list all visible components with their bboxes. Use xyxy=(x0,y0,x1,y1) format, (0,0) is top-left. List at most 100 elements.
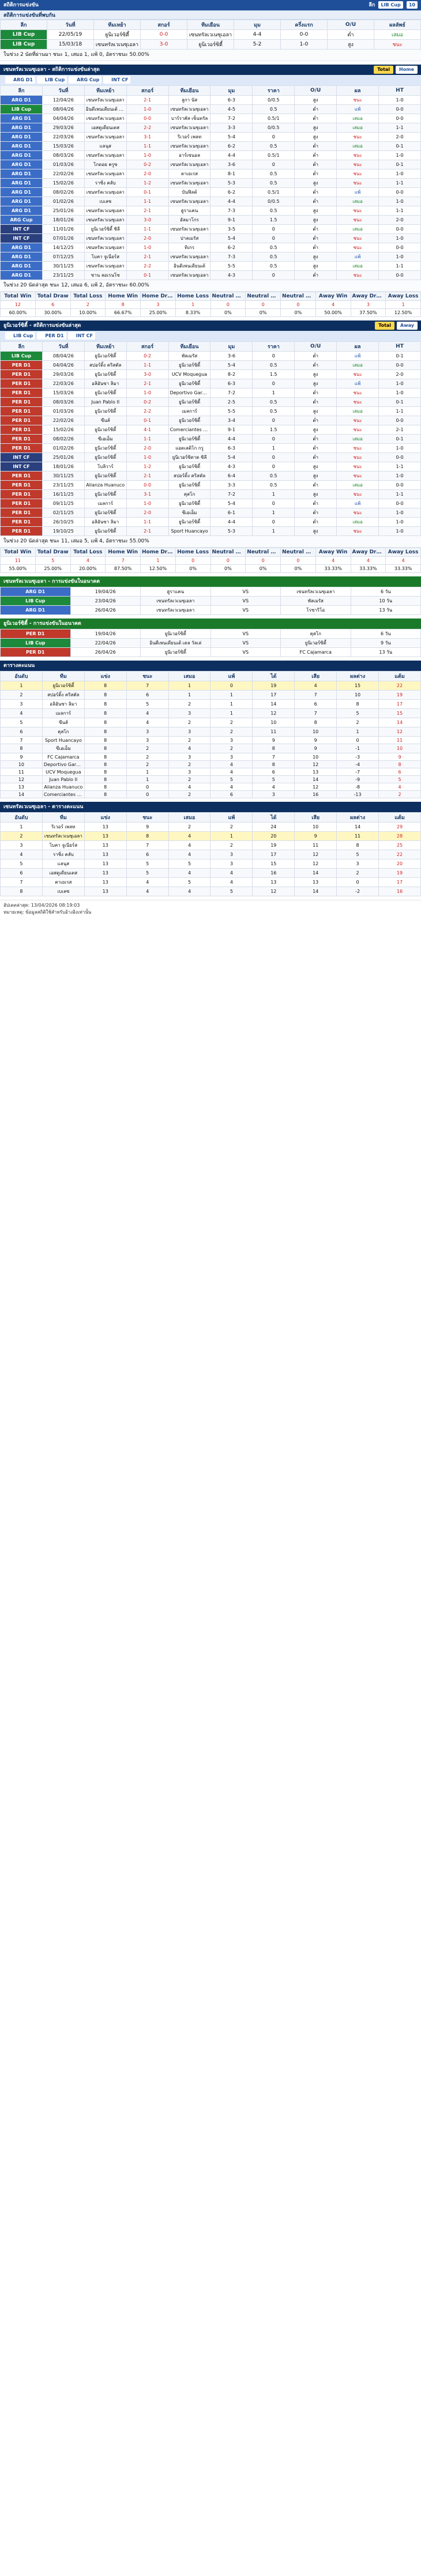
home-team[interactable]: เซนทรัลเวเนซุเอลา xyxy=(84,261,127,271)
home-team[interactable]: เซนทรัลเวเนซุเอลา xyxy=(84,233,127,243)
team-name[interactable]: คุสโก xyxy=(42,727,85,737)
away-team[interactable]: ฮูราแคน xyxy=(168,206,211,216)
home-team[interactable]: ยูนิเวอร์ซิตี้ ชิลี xyxy=(84,224,127,234)
home-team[interactable]: เซนทรัลเวเนซุเอลา xyxy=(84,95,127,105)
score[interactable]: 4-1 xyxy=(126,425,169,435)
score[interactable]: 0-0 xyxy=(140,29,187,40)
home-team[interactable]: ซาน ลอเรนโซ xyxy=(84,270,127,280)
home-team[interactable]: ยูนิเวอร์ซิตี้ xyxy=(84,388,127,398)
score[interactable]: 1-1 xyxy=(126,517,169,527)
home-filter-arg-d1[interactable]: ARG D1 xyxy=(5,76,35,84)
away-team[interactable]: เซนทรัลเวเนซุเอลา xyxy=(168,141,211,151)
away-team[interactable]: Comerciantes Unidos xyxy=(168,425,211,435)
away-team[interactable]: พัลเมรัส xyxy=(280,596,351,606)
away-team[interactable]: เซนทรัลเวเนซุเอลา xyxy=(168,224,211,234)
tab-total-away[interactable]: Total xyxy=(375,322,395,330)
team-name[interactable]: เมลการ์ xyxy=(42,708,85,718)
home-team[interactable]: เซนทรัลเวเนซุเอลา xyxy=(84,169,127,179)
away-team[interactable]: ตาเยเรส xyxy=(168,169,211,179)
away-team[interactable]: อินดิเพนเดียนเต้ xyxy=(168,261,211,271)
away-team[interactable]: Deportivo Garcilaso xyxy=(168,388,211,398)
away-team[interactable]: คุสโก xyxy=(168,489,211,499)
home-team[interactable]: ยูนิเวอร์ซิตี้ xyxy=(140,647,211,657)
home-team[interactable]: ยูนิเวอร์ซิตี้ xyxy=(84,351,127,361)
away-team[interactable]: คุสโก xyxy=(280,629,351,639)
score[interactable]: 1-1 xyxy=(126,224,169,234)
away-team[interactable]: ยูนิเวอร์ซิตี้ xyxy=(187,39,234,50)
home-team[interactable]: เมลการ์ xyxy=(84,499,127,508)
home-team[interactable]: Alianza Huanuco xyxy=(84,480,127,490)
away-team[interactable]: เซนทรัลเวเนซุเอลา xyxy=(168,252,211,262)
home-team[interactable]: อินดีเพนเดียนเต้ เดล วัลเล่ xyxy=(84,104,127,114)
away-team[interactable]: ยูนิเวอร์ซิตี้ xyxy=(168,360,211,370)
away-team[interactable]: ยูนิเวอร์ซิตี้ xyxy=(168,379,211,389)
score[interactable]: 0-2 xyxy=(126,397,169,407)
score[interactable]: 1-0 xyxy=(126,452,169,462)
away-team[interactable]: ยูนิเวอร์ซิตี้ xyxy=(168,397,211,407)
home-team[interactable]: เบเลซ xyxy=(84,197,127,206)
home-team[interactable]: ซีเอเอ็ม xyxy=(84,434,127,444)
home-team[interactable]: เซนทรัลเวเนซุเอลา xyxy=(84,150,127,160)
away-team[interactable]: บาร์ราคัส เซ็นทรัล xyxy=(168,114,211,123)
score[interactable]: 0-2 xyxy=(126,160,169,169)
home-filter-int-cf[interactable]: INT CF xyxy=(103,76,131,84)
score[interactable]: 1-0 xyxy=(126,499,169,508)
team-name[interactable]: ซีเอเอ็ม xyxy=(42,744,85,753)
score[interactable]: 0-1 xyxy=(126,416,169,425)
home-team[interactable]: ยูนิเวอร์ซิตี้ xyxy=(84,425,127,435)
away-team[interactable]: ยูนิเวอร์ซิตี้ xyxy=(280,638,351,648)
score[interactable]: 0-0 xyxy=(126,114,169,123)
score[interactable]: 0-0 xyxy=(126,480,169,490)
score[interactable]: 1-1 xyxy=(126,197,169,206)
home-team[interactable]: ยูนิเวอร์ซิตี้ xyxy=(84,443,127,453)
tab-home[interactable]: Home xyxy=(396,66,418,74)
home-team[interactable]: ยูนิเวอร์ซิตี้ xyxy=(93,29,141,40)
away-team[interactable]: แอตเลติโก กรู xyxy=(168,443,211,453)
team-name[interactable]: Alianza Huanuco xyxy=(42,783,85,791)
away-team[interactable]: เซนทรัลเวเนซุเอลา xyxy=(168,123,211,133)
team-name[interactable]: FC Cajamarca xyxy=(42,753,85,761)
score[interactable]: 2-0 xyxy=(126,508,169,518)
team-name[interactable]: เบเลซ xyxy=(42,887,85,896)
team-name[interactable]: Comerciantes Unidos xyxy=(42,790,85,798)
team-name[interactable]: ซีนส์ xyxy=(42,718,85,727)
score[interactable]: 2-1 xyxy=(126,471,169,481)
score[interactable]: 0-2 xyxy=(126,351,169,361)
home-team[interactable]: ยูนิเวอร์ซิตี้ xyxy=(140,629,211,639)
score[interactable]: 2-1 xyxy=(126,95,169,105)
home-team[interactable]: ยูนิเวอร์ซิตี้ xyxy=(84,489,127,499)
team-name[interactable]: Deportivo Garcilaso xyxy=(42,760,85,768)
home-filter-arg-cup[interactable]: ARG Cup xyxy=(69,76,102,84)
score[interactable]: 3-1 xyxy=(126,132,169,142)
home-team[interactable]: เซนทรัลเวเนซุเอลา xyxy=(84,206,127,216)
home-team[interactable]: เซนทรัลเวเนซุเอลา xyxy=(140,605,211,615)
home-team[interactable]: เซนทรัลเวเนซุเอลา xyxy=(93,39,141,50)
away-team[interactable]: UCV Moquegua xyxy=(168,369,211,379)
score[interactable]: 2-1 xyxy=(126,526,169,536)
home-filter-lib-cup[interactable]: LIB Cup xyxy=(36,76,67,84)
home-team[interactable]: อลิอันซา ลิมา xyxy=(84,517,127,527)
away-team[interactable]: FC Cajamarca xyxy=(280,647,351,657)
away-team[interactable]: ยูนิเวอร์ซิตี้ xyxy=(168,499,211,508)
away-team[interactable]: เซนทรัลเวเนซุเอลา xyxy=(168,197,211,206)
away-team[interactable]: พัลเมรัส xyxy=(168,351,211,361)
score[interactable]: 2-0 xyxy=(126,233,169,243)
score[interactable]: 2-1 xyxy=(126,252,169,262)
away-team[interactable]: เซนทรัลเวเนซุเอลา xyxy=(187,29,234,40)
tab-total[interactable]: Total xyxy=(374,66,394,74)
away-team[interactable]: ริเวอร์ เพลท xyxy=(168,132,211,142)
away-team[interactable]: เซนทรัลเวเนซุเอลา xyxy=(280,587,351,597)
away-team[interactable]: สปอร์ติ้ง คริสตัล xyxy=(168,471,211,481)
score[interactable]: 2-2 xyxy=(126,123,169,133)
score[interactable]: 1-0 xyxy=(126,243,169,252)
score[interactable]: 2-1 xyxy=(126,206,169,216)
home-team[interactable]: ฮูราแคน xyxy=(140,587,211,597)
away-team[interactable]: อัลมาโกร xyxy=(168,215,211,225)
score[interactable]: 1-0 xyxy=(126,104,169,114)
away-team[interactable]: ทิเกร xyxy=(168,243,211,252)
home-team[interactable]: เซนทรัลเวเนซุเอลา xyxy=(84,215,127,225)
away-team[interactable]: ยูนิเวอร์ซิตี้ xyxy=(168,416,211,425)
away-team[interactable]: ยูนิเวอร์ซิตี้ xyxy=(168,517,211,527)
away-team[interactable]: Sport Huancayo xyxy=(168,526,211,536)
home-team[interactable]: อลิอันซา ลิมา xyxy=(84,379,127,389)
